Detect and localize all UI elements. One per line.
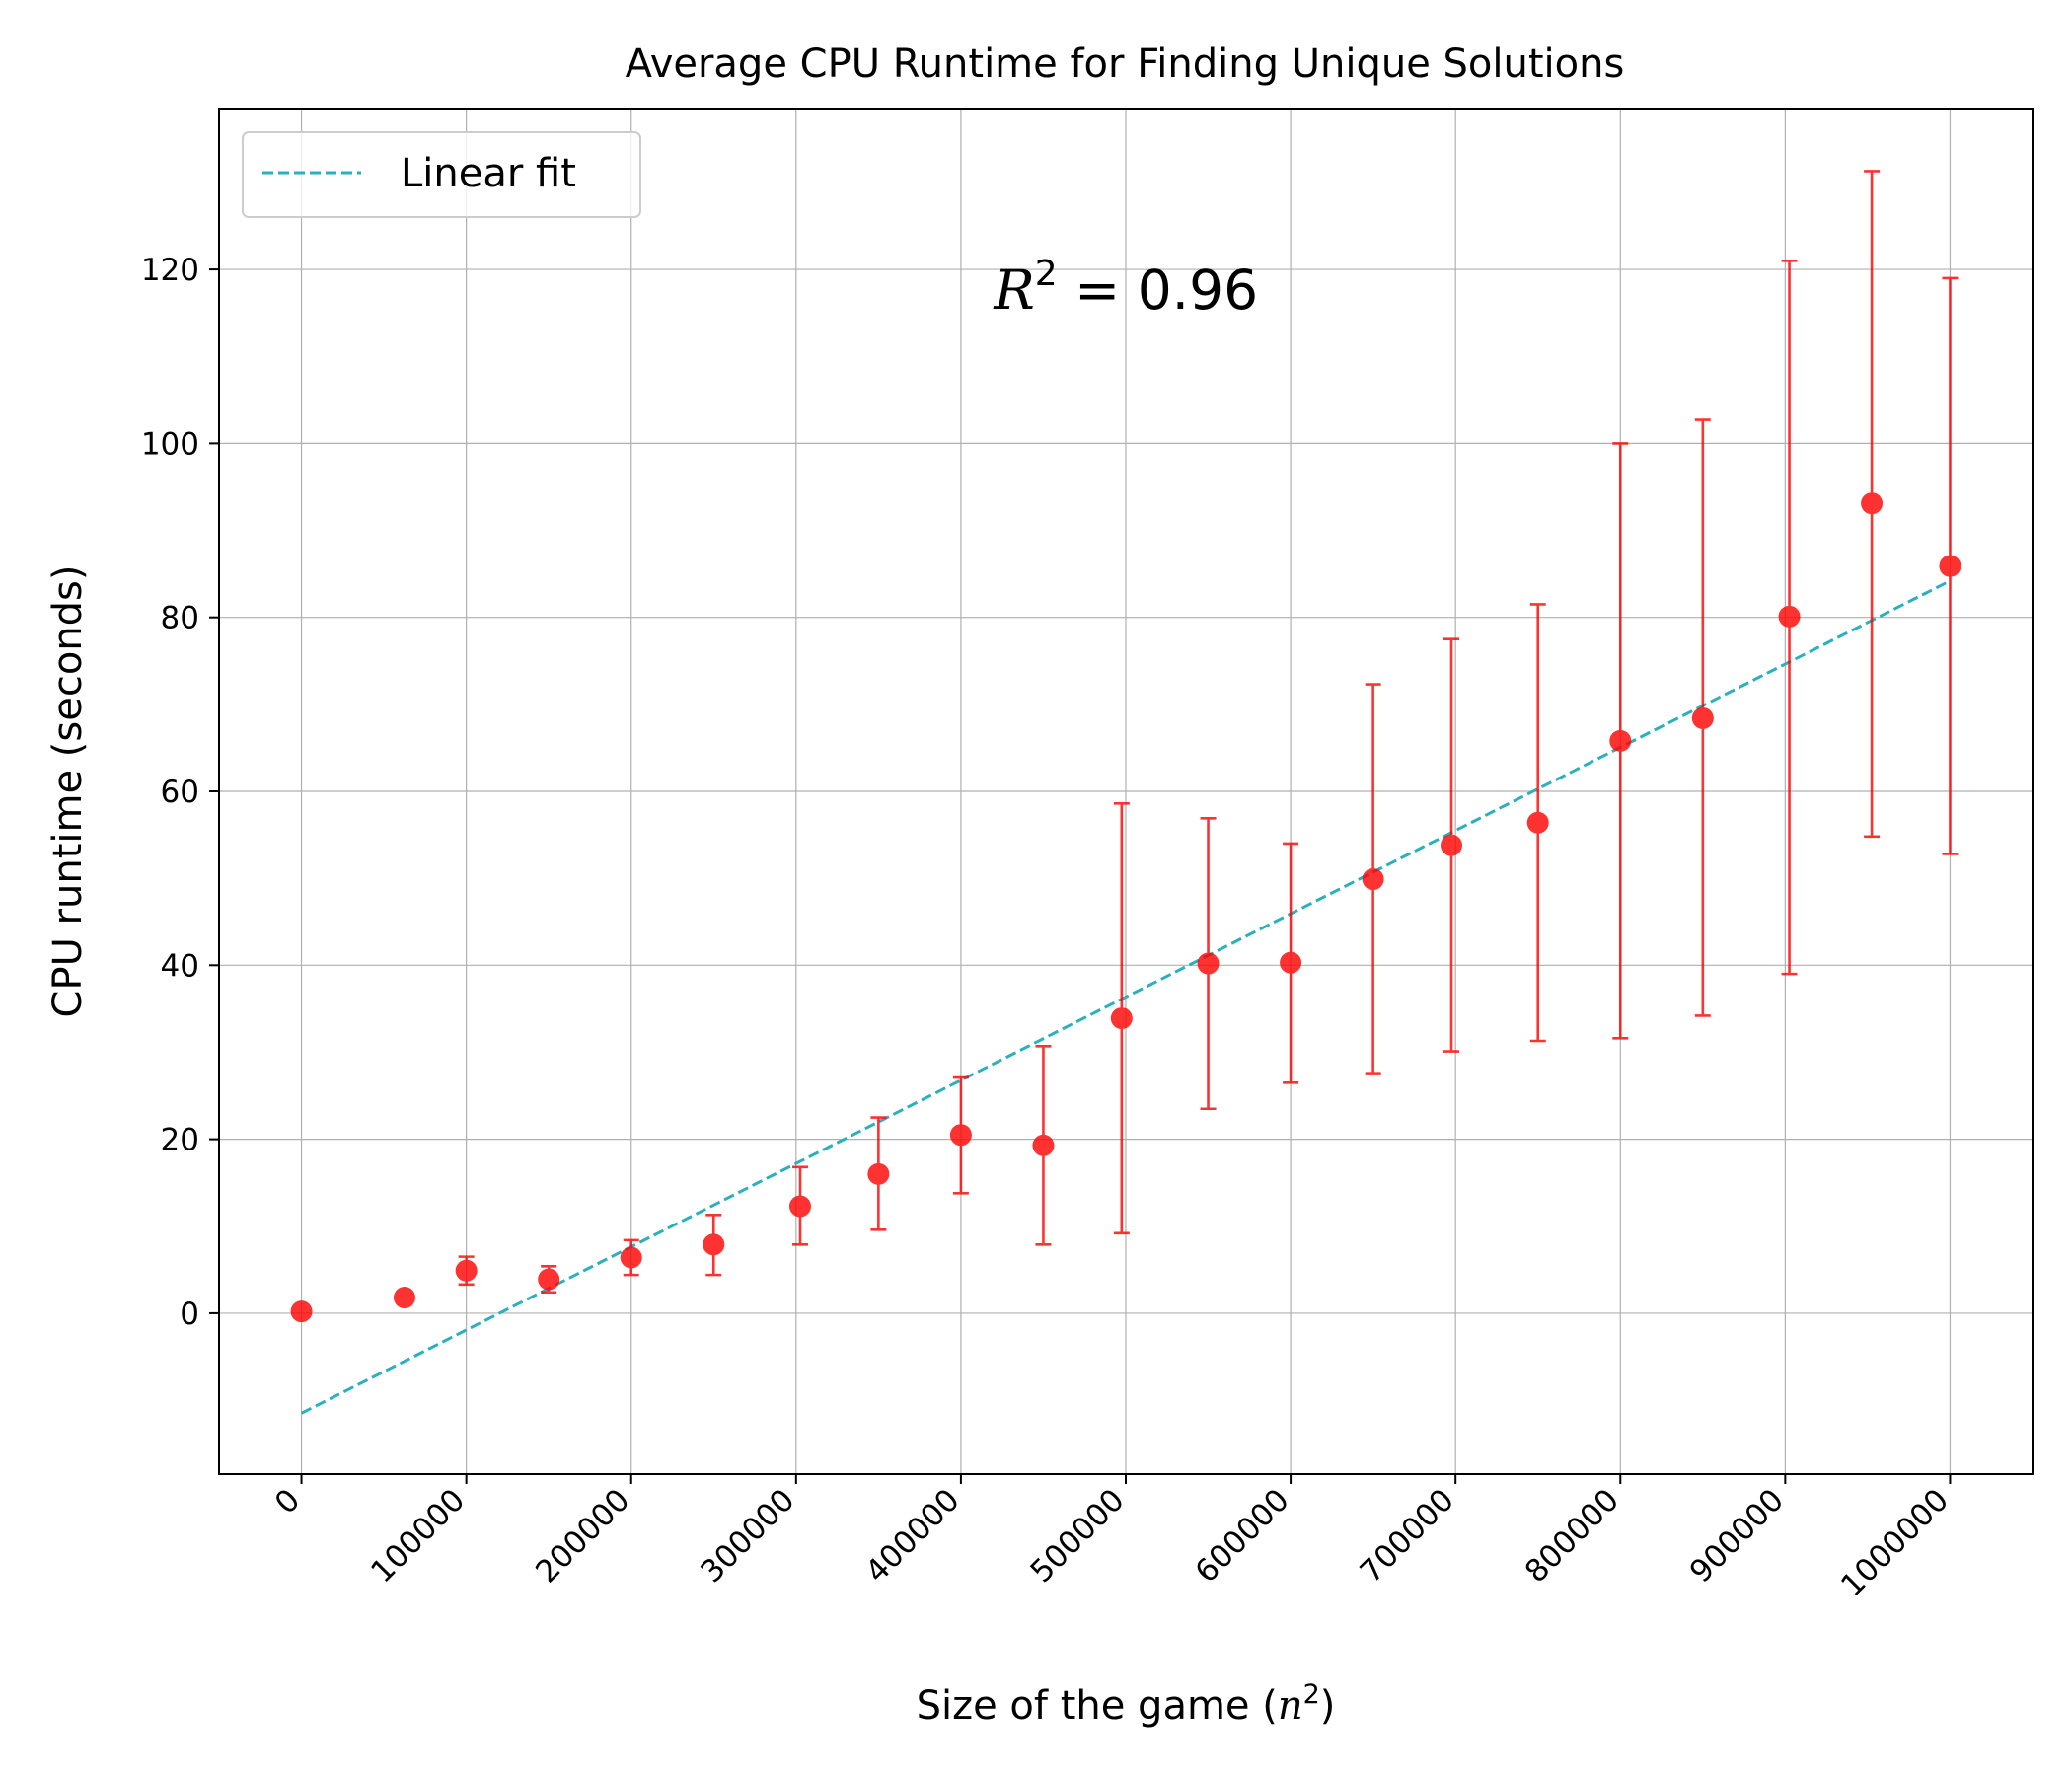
data-point <box>1609 729 1632 752</box>
data-point <box>1197 952 1220 975</box>
data-point-group <box>1110 802 1133 1235</box>
data-point-group <box>393 1287 415 1309</box>
y-tick-label: 80 <box>161 601 199 636</box>
legend: Linear fit <box>242 131 641 218</box>
y-tick-label: 40 <box>161 948 199 984</box>
r-squared-variable: R <box>993 259 1034 322</box>
r-squared-annotation: R2 = 0.96 <box>993 254 1258 322</box>
legend-box <box>242 131 641 218</box>
data-points-layer <box>290 170 1961 1323</box>
data-point-group <box>1526 603 1549 1043</box>
data-point <box>788 1195 811 1218</box>
data-point <box>1939 555 1961 577</box>
legend-fit-line-label: Linear fit <box>401 151 576 196</box>
data-point-group <box>1197 817 1220 1111</box>
data-point-group <box>1441 637 1463 1053</box>
data-point-group <box>290 1300 313 1323</box>
data-point <box>1362 868 1384 891</box>
y-axis-ticks: 0 20 40 60 80 100 120 <box>141 253 219 1332</box>
data-point <box>538 1268 560 1291</box>
data-point-group <box>1691 418 1714 1017</box>
x-axis-label-exponent: 2 <box>1303 1679 1320 1710</box>
data-point <box>393 1287 415 1309</box>
x-axis-label-variable: n <box>1278 1683 1303 1729</box>
data-point <box>290 1300 313 1323</box>
x-axis-label-close: ) <box>1320 1683 1336 1729</box>
x-axis-label-text: Size of the game ( <box>917 1683 1278 1729</box>
data-point <box>1441 834 1463 856</box>
data-point <box>620 1246 642 1269</box>
data-point <box>703 1233 725 1256</box>
data-point <box>867 1162 890 1185</box>
r-squared-value: = 0.96 <box>1058 259 1259 322</box>
y-tick-label: 100 <box>141 426 199 462</box>
data-point-group <box>1280 842 1302 1084</box>
data-point <box>455 1259 478 1282</box>
data-point <box>1110 1007 1133 1030</box>
data-point <box>1526 811 1549 834</box>
data-point <box>1861 492 1884 515</box>
data-point-group <box>1609 442 1632 1040</box>
data-point-group <box>620 1238 642 1277</box>
y-tick-label: 0 <box>180 1297 199 1332</box>
fit-line-layer <box>300 579 1952 1415</box>
data-point-group <box>949 1075 972 1195</box>
data-point <box>1778 605 1801 628</box>
data-point <box>1032 1134 1055 1156</box>
y-tick-label: 120 <box>141 253 199 288</box>
data-point-group <box>1939 276 1961 855</box>
y-tick-label: 60 <box>161 775 199 810</box>
data-point-group <box>1861 170 1884 839</box>
linear-fit-line <box>300 579 1952 1415</box>
data-point-group <box>1362 683 1384 1075</box>
chart-title: Average CPU Runtime for Finding Unique S… <box>626 41 1625 87</box>
data-point-group <box>703 1214 725 1277</box>
r-squared-exponent: 2 <box>1035 254 1058 294</box>
data-point <box>1280 951 1302 974</box>
data-point-group <box>788 1165 811 1246</box>
data-point-group <box>1032 1044 1055 1246</box>
y-tick-label: 20 <box>161 1123 199 1158</box>
data-point-group <box>867 1116 890 1231</box>
data-point <box>949 1124 972 1147</box>
data-point-group <box>1778 259 1801 976</box>
data-point-group <box>455 1255 478 1287</box>
data-point <box>1691 706 1714 729</box>
data-point-group <box>538 1265 560 1295</box>
x-axis-label: Size of the game (n2) <box>917 1679 1336 1729</box>
y-axis-label: CPU runtime (seconds) <box>45 565 91 1018</box>
